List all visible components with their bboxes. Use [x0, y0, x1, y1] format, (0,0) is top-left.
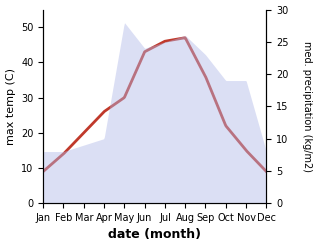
Y-axis label: max temp (C): max temp (C): [5, 68, 16, 145]
Y-axis label: med. precipitation (kg/m2): med. precipitation (kg/m2): [302, 41, 313, 172]
X-axis label: date (month): date (month): [108, 228, 201, 242]
